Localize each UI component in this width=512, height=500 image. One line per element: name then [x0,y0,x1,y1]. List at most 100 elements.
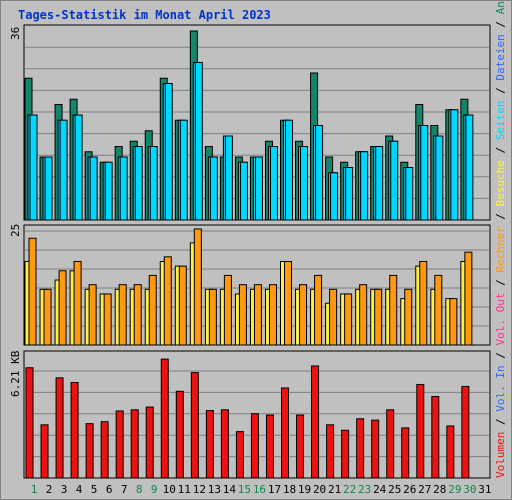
volumen-bar [341,429,350,479]
rechner-bar [88,284,97,346]
seiten-bar [345,167,354,221]
day-tick-label: 3 [61,483,68,496]
volumen-bar [446,425,455,479]
seiten-bar [450,109,459,221]
volumen-bar [100,421,109,479]
seiten-bar [315,125,324,221]
seiten-bar [149,146,158,221]
volumen-bar [250,413,259,479]
rechner-bar [449,298,458,346]
rechner-bar [238,284,247,346]
volumen-bar [40,424,49,479]
rechner-bar [329,288,338,346]
day-tick-label: 8 [136,483,143,496]
volumen-bar [431,396,440,479]
day-tick-label: 1 [31,483,38,496]
rechner-bar [133,284,142,346]
day-tick-label: 31 [478,483,491,496]
day-tick-label: 12 [193,483,206,496]
day-tick-label: 9 [151,483,158,496]
volumen-bar [205,410,214,479]
seiten-bar [300,146,309,221]
seiten-bar [239,161,248,221]
volumen-bar [130,409,139,479]
rechner-bar [208,288,217,346]
rechner-bar [344,293,353,346]
day-tick-label: 28 [433,483,446,496]
day-tick-label: 21 [328,483,341,496]
seiten-bar [44,156,53,221]
rechner-bar [314,274,323,346]
seiten-bar [375,146,384,221]
day-tick-label: 30 [463,483,476,496]
seiten-bar [89,156,98,221]
day-tick-label: 16 [253,483,266,496]
rechner-bar [404,288,413,346]
day-tick-label: 6 [106,483,113,496]
volumen-bar [461,385,470,479]
rechner-bar [148,274,157,346]
rechner-bar [464,251,473,346]
seiten-bar [119,156,128,221]
volumen-bar [416,383,425,479]
day-tick-label: 4 [76,483,83,496]
day-tick-label: 15 [238,483,251,496]
day-tick-label: 2 [46,483,53,496]
day-tick-label: 27 [418,483,431,496]
day-tick-label: 7 [121,483,128,496]
volumen-bar [220,409,229,479]
rechner-bar [58,270,67,346]
day-tick-label: 25 [388,483,401,496]
rechner-bar [284,260,293,346]
rechner-bar [118,284,127,346]
volumen-bar [326,424,335,479]
seiten-bar [360,151,369,221]
rechner-bar [359,284,368,346]
seiten-bar [104,161,113,221]
seiten-bar [224,135,233,221]
rechner-bar [73,260,82,346]
day-tick-label: 22 [343,483,356,496]
rechner-bar [434,274,443,346]
seiten-bar [59,119,68,221]
day-tick-label: 24 [373,483,387,496]
seiten-bar [285,119,294,221]
volumen-bar [25,367,34,479]
day-tick-label: 18 [283,483,296,496]
volumen-bar [296,414,305,479]
rechner-bar [103,293,112,346]
volumen-bar [235,431,244,479]
rechner-bar [43,288,52,346]
seiten-bar [254,156,263,221]
day-tick-label: 13 [208,483,221,496]
rechner-bar [299,284,308,346]
seiten-bar [465,114,474,221]
volumen-bar [386,409,395,479]
volumen-bar [371,419,380,479]
volumen-bar [160,358,169,479]
day-tick-label: 14 [223,483,237,496]
day-tick-label: 26 [403,483,416,496]
seiten-bar [134,146,143,221]
volumen-bar [356,418,365,479]
rechner-bar [419,260,428,346]
day-tick-label: 29 [448,483,461,496]
day-tick-label: 10 [163,483,176,496]
volumen-bar [55,377,64,479]
seiten-bar [209,156,218,221]
seiten-bar [435,135,444,221]
rechner-bar [178,265,187,346]
seiten-bar [164,83,173,221]
seiten-bar [420,125,429,221]
seiten-bar [194,62,203,221]
seiten-bar [405,167,414,221]
seiten-bar [269,146,278,221]
day-tick-label: 17 [268,483,281,496]
volumen-bar [281,387,290,479]
volumen-bar [311,365,320,479]
day-tick-label: 11 [178,483,191,496]
volumen-bar [145,406,154,479]
day-tick-label: 20 [313,483,326,496]
volumen-bar [115,410,124,479]
volumen-bar [190,372,199,479]
